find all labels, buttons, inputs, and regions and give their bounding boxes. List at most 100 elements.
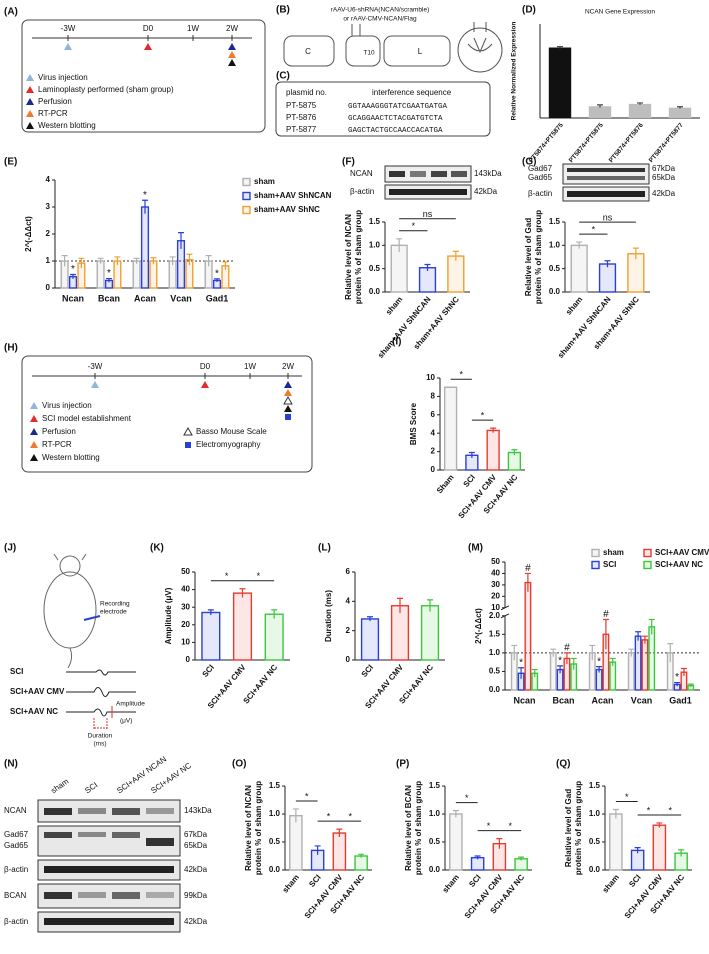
legend-label: Western blotting: [38, 121, 96, 130]
error-bar: [511, 449, 518, 456]
y-tick-label: 0: [431, 465, 436, 474]
blot-size: 143kDa: [184, 806, 212, 815]
drawing-part: [467, 37, 493, 54]
drawing-part: [26, 98, 34, 105]
duration-label: Duration: [88, 733, 113, 740]
timeline: [32, 373, 302, 379]
error-bar: [424, 263, 431, 271]
blot-size: 42kDa: [474, 187, 498, 196]
error-bar: [336, 828, 343, 837]
error-bar: [133, 257, 140, 264]
bar: [354, 855, 368, 871]
error-bar: [632, 247, 639, 260]
error-bar: [678, 849, 685, 857]
y-tick-label: 0.0: [549, 287, 561, 296]
legend-label: SCI model establishment: [42, 414, 132, 423]
legend-swatch: [242, 177, 251, 187]
x-tick-label: sham: [384, 295, 404, 317]
y-axis-label: 2^(-ΔΔct): [474, 608, 483, 644]
y-axis-label: BMS Score: [409, 402, 418, 445]
y-tick-label: 3: [46, 202, 51, 211]
drawing-part: [146, 808, 174, 814]
drawing-part: [30, 415, 38, 422]
amplitude-label: (μV): [120, 718, 132, 725]
legend-label: Western blotting: [42, 453, 100, 462]
drawing-part: [26, 86, 34, 93]
y-tick-label: 0: [346, 655, 351, 664]
error-bar: [97, 257, 104, 264]
bar: [595, 668, 603, 691]
drawing-part: [228, 43, 236, 50]
blot-label: β-actin: [350, 187, 374, 196]
drawing-part: [146, 892, 174, 898]
drawing-part: [457, 27, 503, 73]
comparison-label: *: [508, 821, 512, 831]
chart-title: NCAN Gene Expression: [585, 9, 655, 16]
drawing-part: [78, 808, 106, 814]
error-bar: [680, 667, 687, 676]
blot-size: 67kDa: [652, 164, 676, 173]
drawing-part: [30, 402, 38, 409]
spinal-cord-drawing: [283, 22, 503, 73]
panel-label: (G): [522, 157, 536, 168]
y-tick-label: 6: [346, 567, 351, 576]
error-bar: [656, 822, 663, 828]
y-tick-label: 10: [426, 373, 435, 382]
bar: [609, 661, 617, 691]
lane-label: SCI: [83, 780, 99, 795]
drawing-part: [146, 838, 174, 846]
y-tick-label: 6: [431, 410, 436, 419]
y-tick-label: 10: [181, 638, 190, 647]
drawing-part: [26, 122, 34, 129]
error-bar: [367, 616, 373, 622]
significance-marker: *: [597, 656, 601, 667]
blot-size: 42kDa: [184, 865, 208, 874]
legend-swatch: [643, 548, 652, 558]
legend-label: SCI+AAV CMV: [655, 548, 709, 557]
drawing-part: [389, 171, 405, 177]
error-bar: [634, 847, 641, 854]
y-tick-label: 40: [181, 585, 190, 594]
drawing-part: [78, 892, 106, 898]
error-bar: [61, 255, 68, 267]
legend-label: sham+AAV ShNCAN: [254, 191, 332, 200]
panel-label: (E): [4, 157, 17, 168]
y-tick-label: 0.5: [589, 837, 601, 846]
error-bar: [452, 250, 459, 261]
trace-label: SCI+AAV CMV: [10, 687, 65, 696]
blot-size: 42kDa: [184, 917, 208, 926]
error-bar: [70, 273, 76, 279]
comparison-label: *: [625, 792, 629, 802]
drawing-part: [284, 381, 292, 388]
drawing-part: [228, 51, 236, 58]
y-tick-label: 1.0: [369, 240, 381, 249]
blot-label: Gad65: [4, 841, 29, 850]
bar: [332, 832, 347, 871]
legend-swatch: [643, 560, 652, 570]
comparison-label: *: [348, 811, 352, 821]
timeline-label: -3W: [61, 24, 76, 33]
bar: [627, 652, 635, 691]
comparison-label: *: [412, 221, 416, 231]
x-tick-label: SCI: [467, 873, 482, 889]
x-tick-label: sham: [441, 873, 461, 895]
bar: [609, 813, 623, 871]
comparison-label: *: [592, 224, 596, 234]
error-bar: [648, 618, 655, 635]
timeline-label: 1W: [244, 362, 256, 371]
x-tick-label: Acan: [591, 695, 613, 705]
panel-label: (K): [150, 543, 164, 554]
x-tick-label: Vcan: [170, 293, 192, 303]
y-tick-label: 30: [491, 580, 500, 589]
bar: [486, 429, 500, 471]
legend-label: Electromyography: [196, 440, 260, 449]
drawing-part: [26, 74, 34, 81]
comparison-label: *: [481, 411, 485, 421]
bar: [668, 107, 692, 118]
legend-swatch: [591, 548, 600, 558]
drawing-part: [185, 442, 191, 448]
y-axis-label: protein % of sham group: [574, 781, 583, 875]
comparison-label: *: [487, 821, 491, 831]
significance-marker: #: [525, 563, 531, 574]
